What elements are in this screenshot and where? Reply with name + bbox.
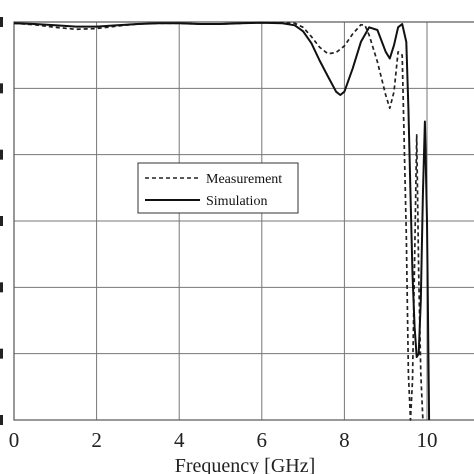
legend-label-measurement: Measurement <box>206 172 282 187</box>
y-tick-label <box>0 415 3 425</box>
x-tick-label: 6 <box>257 428 268 452</box>
x-tick-label: 10 <box>417 428 438 452</box>
grid <box>14 21 474 421</box>
y-tick-label <box>0 282 3 293</box>
x-tick-label: 8 <box>339 428 350 452</box>
plot-frame <box>13 21 474 421</box>
y-tick-marks <box>0 17 3 425</box>
y-tick-label <box>0 149 3 160</box>
legend-box <box>137 162 299 214</box>
y-tick-label <box>0 216 3 226</box>
x-tick-label: 0 <box>9 428 20 452</box>
y-tick-label <box>0 83 3 94</box>
legend-label-simulation: Simulation <box>206 194 267 209</box>
x-axis-title: Frequency [GHz] <box>175 455 316 474</box>
series-line-simulation <box>13 21 431 421</box>
series-layer <box>13 21 431 421</box>
legend: Measurement Simulation <box>137 162 299 214</box>
x-tick-label: 2 <box>91 428 102 452</box>
y-tick-label <box>0 348 3 359</box>
y-tick-label <box>0 17 3 27</box>
x-tick-label: 4 <box>174 428 185 452</box>
x-tick-labels: 0 2 4 6 8 10 <box>9 428 438 452</box>
